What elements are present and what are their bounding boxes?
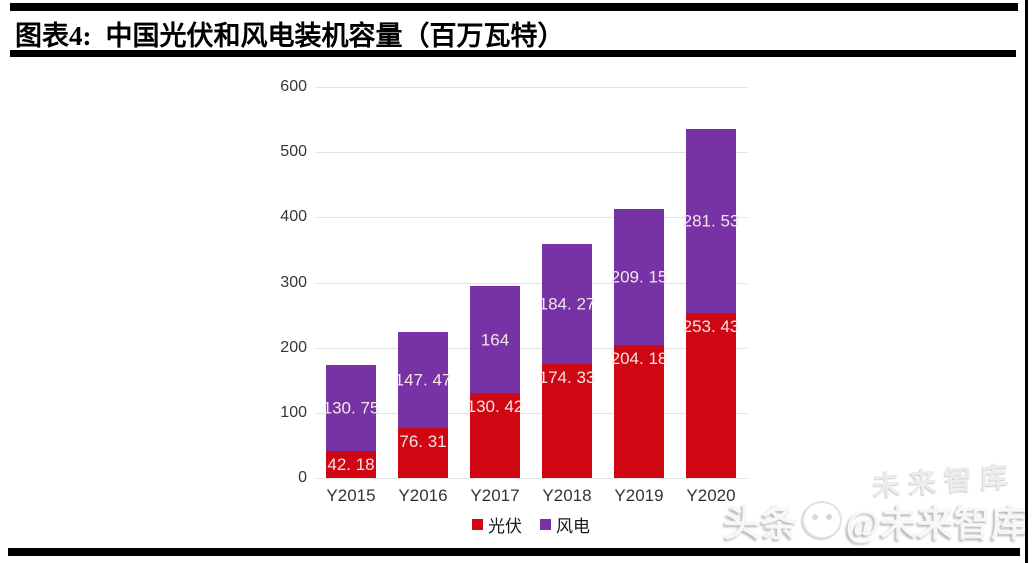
right-border-line <box>1025 0 1028 563</box>
bar-data-label: 164 <box>480 330 510 350</box>
gridline <box>315 282 747 284</box>
gridline <box>315 87 747 88</box>
watermark: 未来智库 头条 @未来智库 <box>724 462 1028 547</box>
y-axis-tick-label: 400 <box>280 208 307 226</box>
gridline <box>315 217 747 219</box>
y-axis-tick-label: 100 <box>280 403 307 421</box>
x-axis-label: Y2017 <box>470 486 520 505</box>
legend-swatch <box>540 519 551 530</box>
bar-data-label: 209. 15 <box>610 267 668 287</box>
header-rule-bottom <box>10 50 1016 57</box>
y-axis-tick-label: 200 <box>280 338 307 356</box>
bar-segment-风电-Y2018: 184. 27 <box>539 244 595 365</box>
bar-segment-风电-Y2016: 147. 47 <box>395 332 451 429</box>
bar-segment-光伏-Y2019: 204. 18 <box>611 344 667 478</box>
figure-title: 中国光伏和风电装机容量（百万瓦特） <box>105 21 565 51</box>
bar-data-label: 130. 75 <box>322 398 380 418</box>
plot-area: 0 100 200 300 400 500 600 42. 18 130. 75 Y2015 76.… <box>280 78 747 505</box>
bar-data-label: 42. 18 <box>327 454 375 474</box>
bar-segment-光伏-Y2016: 76. 31 <box>398 428 448 478</box>
bar-segment-光伏-Y2017: 130. 42 <box>467 393 523 478</box>
watermark-ghost: 未来智库 <box>871 461 1017 503</box>
bar-data-label: 184. 27 <box>538 294 596 314</box>
bar-data-label: 204. 18 <box>610 348 668 368</box>
legend-swatch <box>472 519 483 530</box>
bar-segment-风电-Y2020: 281. 53 <box>683 129 739 313</box>
header-rule-top <box>10 3 1018 11</box>
bar-data-label: 281. 53 <box>682 211 740 231</box>
watermark-main: 头条 @未来智库 <box>724 493 1028 547</box>
bar-data-label: 147. 47 <box>394 370 452 390</box>
x-axis-label: Y2020 <box>686 486 736 505</box>
figure-label: 图表4: <box>15 21 92 51</box>
watermark-main-right: @未来智库 <box>845 504 1028 545</box>
x-axis-label: Y2015 <box>326 486 376 505</box>
bar-data-label: 253. 43 <box>682 316 740 336</box>
gridline <box>315 347 747 349</box>
figure-header: 图表4: 中国光伏和风电装机容量（百万瓦特） <box>15 14 565 53</box>
legend-item-光伏: 光伏 <box>472 512 522 537</box>
legend-item-风电: 风电 <box>540 512 590 537</box>
bar-data-label: 76. 31 <box>399 432 447 452</box>
x-axis-label: Y2016 <box>398 486 448 505</box>
gridline <box>315 478 747 479</box>
bar-data-label: 130. 42 <box>466 397 524 416</box>
legend-label: 风电 <box>556 517 590 536</box>
x-axis-label: Y2018 <box>542 486 592 505</box>
bottom-rule <box>8 548 1020 556</box>
y-axis-tick-label: 600 <box>280 78 307 95</box>
bar-segment-风电-Y2019: 209. 15 <box>611 208 667 345</box>
gridline <box>315 152 747 154</box>
y-axis-tick-label: 0 <box>298 469 307 486</box>
gridline <box>315 412 747 414</box>
bar-segment-光伏-Y2015: 42. 18 <box>326 450 376 478</box>
watermark-logo-icon <box>801 501 842 539</box>
bar-data-label: 174. 33 <box>538 368 596 388</box>
bar-segment-光伏-Y2018: 174. 33 <box>539 364 595 478</box>
y-axis-tick-label: 500 <box>280 143 307 161</box>
y-axis-tick-label: 300 <box>280 273 307 291</box>
bar-segment-风电-Y2017: 164 <box>470 286 520 393</box>
legend-label: 光伏 <box>488 517 522 536</box>
bar-segment-光伏-Y2020: 253. 43 <box>683 312 739 478</box>
x-axis-label: Y2019 <box>614 486 664 505</box>
legend: 光伏 风电 <box>315 512 747 537</box>
bar-segment-风电-Y2015: 130. 75 <box>323 365 379 451</box>
